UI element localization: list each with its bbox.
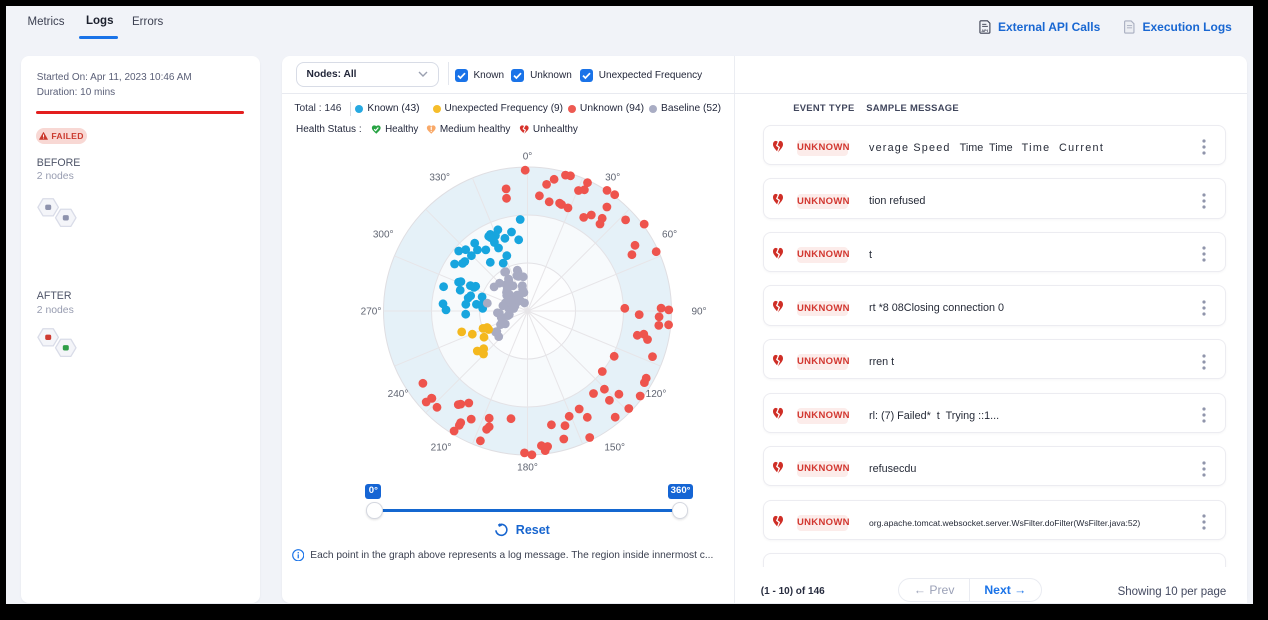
svg-text:240°: 240°: [388, 389, 409, 400]
svg-text:90°: 90°: [691, 307, 706, 318]
svg-text:30°: 30°: [605, 173, 620, 184]
svg-text:210°: 210°: [431, 443, 452, 454]
svg-text:300°: 300°: [373, 230, 394, 241]
svg-text:150°: 150°: [604, 443, 625, 454]
svg-text:0°: 0°: [523, 152, 533, 163]
svg-text:120°: 120°: [646, 389, 667, 400]
svg-text:60°: 60°: [662, 230, 677, 241]
svg-text:180°: 180°: [517, 463, 538, 474]
svg-text:API: API: [981, 27, 987, 32]
svg-text:330°: 330°: [429, 173, 450, 184]
svg-text:270°: 270°: [361, 307, 382, 318]
